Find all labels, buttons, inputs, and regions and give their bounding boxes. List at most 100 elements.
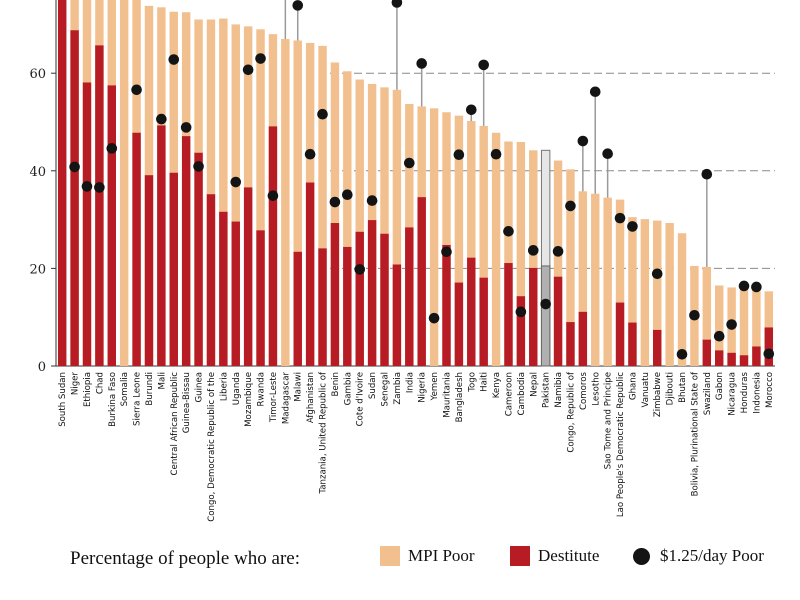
- bar-destitute-nigeria: [417, 197, 426, 366]
- x-label-rwanda: Rwanda: [257, 372, 267, 406]
- dot-dollar-poor-guinea: [193, 161, 204, 172]
- bar-destitute-cameroon: [504, 263, 513, 366]
- bars: [57, 0, 774, 367]
- bar-destitute-tanzania-united-republic-of: [318, 248, 327, 366]
- bar-destitute-togo: [467, 257, 476, 366]
- x-label-honduras: Honduras: [740, 371, 750, 413]
- bar-destitute-morocco: [764, 327, 774, 366]
- bar-destitute-congo-democratic-republic-of-the: [206, 194, 216, 366]
- dot-dollar-poor-nigeria: [416, 58, 427, 69]
- dot-dollar-poor-morocco: [763, 348, 775, 360]
- x-label-bangladesh: Bangladesh: [455, 372, 465, 422]
- bar-mpi-djibouti: [665, 223, 674, 366]
- bar-destitute-zambia: [392, 264, 402, 366]
- bar-destitute-indonesia: [752, 346, 761, 366]
- bar-mpi-gabon: [715, 285, 724, 366]
- bar-destitute-benin: [330, 223, 340, 366]
- dot-dollar-poor-tanzania-united-republic-of: [317, 108, 328, 120]
- x-label-morocco: Morocco: [765, 372, 775, 408]
- dot-dollar-poor-namibia: [552, 246, 564, 257]
- bar-destitute-swaziland: [702, 339, 712, 366]
- x-label-congo-republic-of: Congo, Republic of: [566, 371, 576, 453]
- dot-dollar-poor-rwanda: [255, 53, 266, 64]
- bar-destitute-pakistan: [540, 265, 551, 367]
- bar-destitute-ethiopia: [82, 82, 92, 367]
- bar-mpi-nepal: [529, 150, 538, 366]
- bar-mpi-somalia: [119, 0, 129, 366]
- dot-dollar-poor-cote-d-ivoire: [354, 264, 366, 275]
- x-label-comoros: Comoros: [579, 371, 589, 409]
- bar-mpi-togo: [467, 121, 476, 366]
- bar-mpi-namibia: [553, 160, 563, 366]
- bar-mpi-gambia: [343, 71, 352, 367]
- legend-item-mpi-poor: MPI Poor: [380, 546, 475, 566]
- dot-dollar-poor-malawi: [292, 0, 304, 11]
- x-label-djibouti: Djibouti: [666, 372, 676, 405]
- x-label-nepal: Nepal: [529, 372, 539, 397]
- x-label-yemen: Yemen: [430, 372, 440, 402]
- bar-mpi-madagascar: [281, 39, 290, 366]
- y-axis: 0 20 40 60: [29, 0, 775, 375]
- dot-dollar-poor-ghana: [627, 221, 638, 232]
- dot-dollar-poor-indonesia: [751, 281, 762, 293]
- bar-destitute-lao-people-s-democratic-republic: [615, 302, 625, 366]
- legend-label-mpi-poor: MPI Poor: [408, 546, 475, 565]
- bar-destitute-haiti: [479, 277, 488, 366]
- bar-destitute-ghana: [628, 322, 637, 366]
- x-label-pakistan: Pakistan: [542, 372, 552, 408]
- x-label-afghanistan: Afghanistan: [306, 372, 316, 423]
- x-label-central-african-republic: Central African Republic: [170, 372, 180, 476]
- dot-dollar-poor-timor-leste: [267, 190, 279, 201]
- bar-destitute-congo-republic-of: [566, 322, 575, 366]
- bar-mpi-haiti: [479, 125, 488, 367]
- dot-dollar-poor-lao-people-s-democratic-republic: [614, 212, 626, 224]
- x-label-haiti: Haiti: [480, 372, 490, 392]
- dot-dollar-poor-burkina-faso: [106, 143, 118, 154]
- bar-mpi-yemen: [429, 108, 439, 366]
- bar-destitute-burundi: [144, 175, 154, 366]
- x-label-swaziland: Swaziland: [703, 372, 713, 415]
- bar-mpi-zambia: [392, 89, 402, 367]
- bar-destitute-guinea: [194, 152, 203, 366]
- legend-title: Percentage of people who are:: [70, 548, 301, 569]
- x-label-burundi: Burundi: [145, 372, 155, 406]
- x-label-south-sudan: South Sudan: [58, 372, 68, 427]
- legend-item-dollar-poor: $1.25/day Poor: [633, 546, 764, 566]
- legend-swatch-mpi-poor: [380, 546, 400, 566]
- x-label-togo: Togo: [467, 372, 477, 393]
- dot-dollar-poor-bolivia-plurinational-state-of: [689, 309, 700, 321]
- dot-dollar-poor-benin: [329, 196, 341, 208]
- dot-dollar-poor-lesotho: [589, 86, 601, 98]
- bar-mpi-zimbabwe: [653, 220, 662, 366]
- bar-destitute-central-african-republic: [169, 172, 178, 366]
- x-label-somalia: Somalia: [120, 372, 130, 406]
- bar-mpi-benin: [330, 62, 340, 367]
- bar-mpi-cote-d-ivoire: [355, 79, 364, 366]
- x-label-namibia: Namibia: [554, 372, 564, 408]
- x-label-cameroon: Cameroon: [504, 372, 514, 416]
- bar-destitute-uganda: [231, 221, 240, 366]
- dot-dollar-poor-swaziland: [701, 168, 713, 180]
- legend-swatch-destitute: [510, 546, 530, 566]
- x-label-chad: Chad: [95, 372, 105, 394]
- x-label-lesotho: Lesotho: [591, 372, 601, 406]
- x-label-ethiopia: Ethiopia: [83, 372, 93, 407]
- x-label-bolivia-plurinational-state-of: Bolivia, Plurinational State of: [690, 371, 700, 496]
- x-label-guinea: Guinea: [195, 372, 205, 403]
- bar-destitute-sierra-leone: [132, 132, 141, 366]
- x-label-lao-people-s-democratic-republic: Lao People's Democratic Republic: [616, 372, 626, 517]
- legend-label-destitute: Destitute: [538, 546, 600, 565]
- dot-dollar-poor-bangladesh: [453, 149, 465, 160]
- x-label-gabon: Gabon: [715, 372, 725, 400]
- x-label-senegal: Senegal: [381, 372, 391, 407]
- bar-destitute-rwanda: [256, 230, 265, 366]
- dot-dollar-poor-niger: [69, 161, 80, 173]
- bar-mpi-cambodia: [516, 142, 526, 366]
- bar-destitute-honduras: [739, 355, 749, 366]
- bar-destitute-malawi: [293, 251, 302, 366]
- dot-dollar-poor-nepal: [527, 245, 539, 256]
- y-tick-label-60: 60: [29, 67, 46, 82]
- bar-destitute-namibia: [553, 276, 563, 366]
- dot-dollar-poor-nicaragua: [726, 319, 737, 330]
